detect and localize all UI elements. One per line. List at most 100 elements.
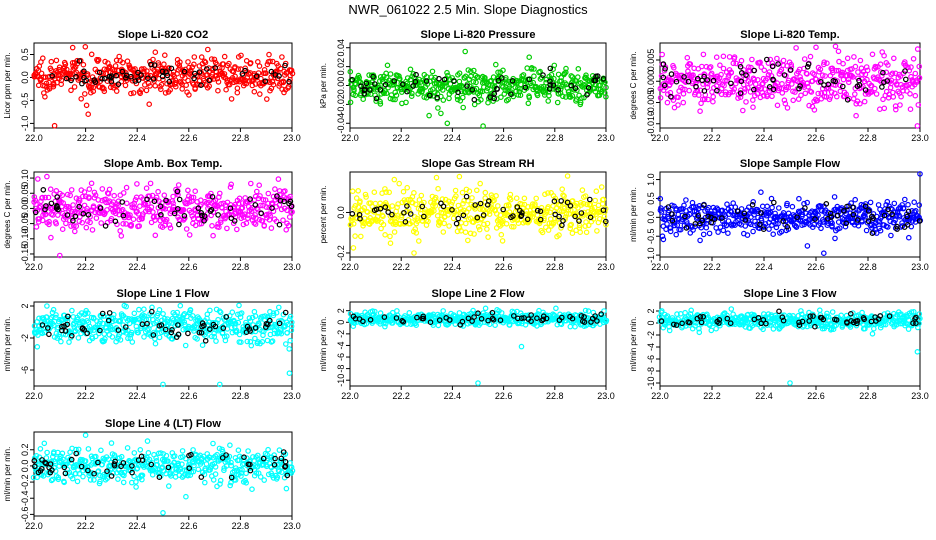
data-point bbox=[58, 77, 65, 84]
data-point bbox=[113, 57, 120, 64]
data-point bbox=[72, 228, 78, 235]
data-point bbox=[462, 73, 469, 80]
data-point bbox=[404, 184, 411, 191]
data-point bbox=[217, 309, 224, 316]
data-point bbox=[263, 70, 269, 77]
y-tick-label: 0.0 bbox=[336, 206, 346, 219]
highlight-point bbox=[119, 68, 126, 75]
data-point bbox=[120, 59, 126, 66]
highlight-point bbox=[215, 212, 221, 218]
data-point bbox=[146, 101, 153, 108]
data-point bbox=[863, 227, 870, 234]
highlight-point bbox=[547, 65, 554, 72]
data-point bbox=[391, 176, 398, 183]
x-tick-label: 23.0 bbox=[597, 133, 615, 143]
data-point bbox=[467, 68, 474, 75]
data-point bbox=[167, 87, 174, 93]
data-point bbox=[393, 92, 400, 99]
y-tick-label: 1.0 bbox=[646, 173, 656, 186]
x-tick-label: 23.0 bbox=[283, 133, 301, 143]
panel-title: Slope Sample Flow bbox=[740, 158, 841, 170]
y-tick-label: -0.2 bbox=[336, 245, 346, 261]
data-point bbox=[267, 58, 273, 65]
y-tick-label: -2 bbox=[20, 334, 30, 342]
data-point bbox=[871, 85, 878, 92]
y-axis-label: percent per min. bbox=[319, 186, 328, 244]
highlight-point bbox=[135, 69, 141, 76]
highlight-point bbox=[282, 62, 288, 69]
highlight-point bbox=[176, 221, 182, 228]
data-point bbox=[426, 112, 432, 119]
data-point bbox=[147, 180, 154, 187]
x-tick-label: 22.6 bbox=[807, 133, 825, 143]
data-point bbox=[759, 203, 766, 210]
data-point bbox=[351, 87, 357, 94]
data-point bbox=[435, 322, 442, 329]
data-point bbox=[459, 189, 466, 196]
data-point bbox=[433, 174, 440, 181]
data-point bbox=[572, 323, 578, 330]
data-point bbox=[356, 78, 363, 84]
data-point bbox=[221, 53, 228, 60]
data-point bbox=[912, 92, 919, 99]
data-point bbox=[152, 49, 159, 56]
x-tick-label: 22.2 bbox=[392, 262, 410, 272]
data-point bbox=[90, 84, 97, 91]
data-point bbox=[269, 58, 276, 65]
data-point bbox=[90, 88, 97, 95]
data-point bbox=[845, 79, 852, 86]
y-axis-label: degrees C per min. bbox=[629, 51, 638, 119]
data-point bbox=[228, 181, 235, 188]
data-point bbox=[851, 54, 857, 60]
data-point bbox=[813, 44, 819, 51]
y-tick-label: -0.5 bbox=[646, 228, 656, 244]
data-point bbox=[458, 83, 465, 89]
data-point bbox=[585, 308, 592, 314]
data-point bbox=[440, 308, 447, 314]
data-point bbox=[750, 228, 756, 235]
x-tick-label: 22.8 bbox=[546, 133, 564, 143]
y-tick-label: -10 bbox=[336, 374, 346, 387]
data-point bbox=[664, 99, 671, 106]
data-point bbox=[499, 238, 506, 244]
y-tick-label: 0.000 bbox=[646, 70, 656, 93]
data-point bbox=[161, 61, 167, 67]
data-point bbox=[881, 105, 888, 112]
data-point bbox=[247, 60, 254, 66]
data-point bbox=[34, 343, 41, 350]
data-point bbox=[485, 234, 491, 240]
data-point bbox=[478, 97, 484, 103]
data-points bbox=[347, 48, 609, 129]
data-point bbox=[475, 380, 481, 386]
x-tick-label: 22.2 bbox=[703, 391, 721, 401]
data-point bbox=[251, 88, 258, 95]
data-point bbox=[545, 227, 552, 233]
data-point bbox=[131, 310, 138, 317]
data-point bbox=[201, 77, 207, 84]
highlight-point bbox=[46, 331, 52, 338]
data-point bbox=[118, 233, 125, 239]
data-point bbox=[234, 89, 241, 96]
data-point bbox=[758, 189, 764, 196]
data-point bbox=[51, 122, 58, 129]
y-tick-label: -6 bbox=[646, 355, 656, 363]
data-point bbox=[724, 201, 730, 208]
data-point bbox=[213, 338, 219, 344]
data-point bbox=[360, 96, 367, 103]
highlight-point bbox=[159, 73, 166, 80]
data-point bbox=[270, 81, 277, 88]
highlight-point bbox=[108, 78, 115, 85]
data-point bbox=[780, 57, 787, 64]
data-point bbox=[593, 188, 600, 195]
data-point bbox=[154, 69, 161, 75]
data-point bbox=[145, 73, 151, 79]
data-point bbox=[793, 45, 799, 51]
data-point bbox=[881, 52, 887, 59]
data-point bbox=[462, 229, 469, 236]
data-point bbox=[288, 67, 295, 74]
highlight-point bbox=[471, 96, 478, 103]
x-tick-label: 22.6 bbox=[807, 391, 825, 401]
data-point bbox=[818, 225, 824, 232]
data-point bbox=[844, 55, 851, 62]
